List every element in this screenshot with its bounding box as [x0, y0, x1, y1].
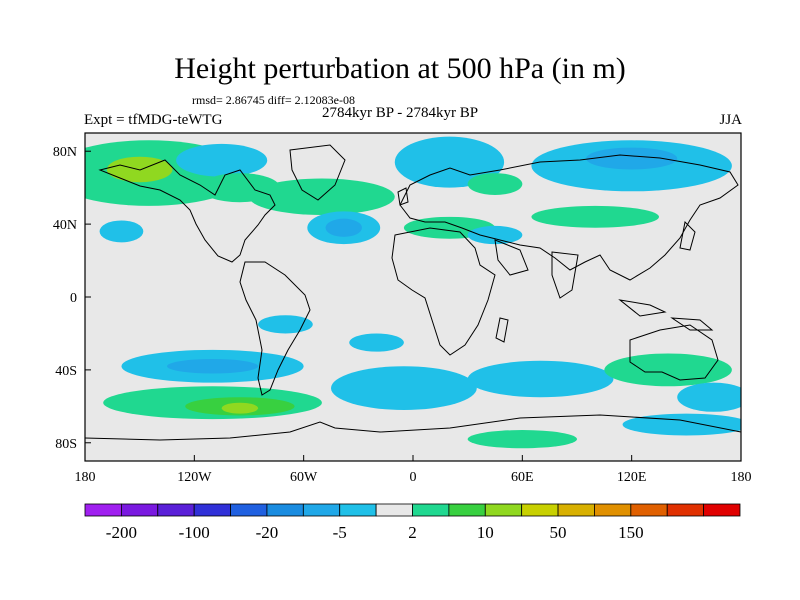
coastline-arabia	[494, 239, 529, 276]
colorbar-label-7: 150	[618, 523, 644, 542]
season-label: JJA	[719, 112, 742, 128]
coastline-uk	[397, 187, 409, 206]
contour-region-n-pacific-blue	[99, 220, 144, 243]
colorbar-box-1	[120, 503, 159, 517]
contour-region-s-indian-blue	[467, 360, 614, 398]
colorbar-box-11	[484, 503, 523, 517]
x-tick-label-2: 60W	[290, 470, 318, 485]
contour-region-arctic-low-1	[176, 143, 268, 177]
coastline-south-america	[239, 261, 311, 396]
contour-region-mideast-blue	[467, 225, 523, 245]
y-tick-label-3: 40S	[55, 364, 77, 379]
colorbar-box-0	[84, 503, 122, 517]
colorbar-label-4: 2	[408, 523, 417, 542]
experiment-label: Expt = tfMDG-teWTG	[84, 112, 223, 128]
colorbar-label-6: 50	[550, 523, 567, 542]
coastline-japan	[679, 220, 696, 251]
x-tick-label-3: 0	[410, 470, 417, 485]
colorbar-label-2: -20	[256, 523, 279, 542]
coastline-eurasia	[399, 154, 739, 281]
x-tick-label-4: 60E	[511, 470, 534, 485]
y-tick-label-1: 40N	[53, 218, 77, 233]
y-tick-label-2: 0	[70, 291, 77, 306]
colorbar-box-7	[339, 503, 377, 517]
contour-region-sw-pacific-blue	[677, 382, 741, 412]
stats-text: rmsd= 2.86745 diff= 2.12083e-08	[192, 93, 355, 107]
colorbar-label-1: -100	[179, 523, 210, 542]
contour-region-europe-green	[467, 173, 523, 195]
colorbar-box-15	[630, 503, 668, 517]
plot-title: Height perturbation at 500 hPa (in m)	[174, 52, 626, 85]
contour-region-siberia-core	[586, 147, 678, 170]
contour-region-australia-green	[604, 353, 732, 387]
contour-region-asia-green	[531, 205, 659, 228]
contour-region-s-pacific-blue-core	[167, 358, 259, 374]
colorbar-box-9	[412, 503, 450, 517]
colorbar-box-13	[557, 503, 595, 517]
x-tick-label-5: 120E	[617, 470, 647, 485]
coastline-greenland	[289, 144, 346, 201]
contour-region-se-pacific-blue	[258, 315, 313, 334]
coastline-india	[551, 251, 579, 299]
x-tick-label-6: 180	[731, 470, 752, 485]
colorbar-box-3	[193, 503, 231, 517]
colorbar-box-12	[521, 503, 559, 517]
colorbar-box-14	[594, 503, 632, 517]
colorbar-box-2	[157, 503, 195, 517]
y-tick-label-0: 80N	[53, 145, 77, 160]
contour-region-antarctic-green	[467, 430, 577, 449]
y-tick-label-4: 80S	[55, 437, 77, 452]
colorbar-box-17	[703, 503, 741, 517]
coastline-north-america	[98, 159, 276, 263]
x-tick-label-1: 120W	[177, 470, 212, 485]
coastline-africa	[391, 227, 496, 356]
coastline-madagascar	[495, 317, 509, 343]
contour-region-arctic-blue-eurasia	[394, 136, 505, 188]
contour-region-n-atlantic-blue-core	[325, 218, 362, 237]
colorbar-box-6	[302, 503, 341, 517]
colorbar-label-5: 10	[477, 523, 494, 542]
period-label: 2784kyr BP - 2784kyr BP	[322, 105, 479, 121]
x-tick-label-0: 180	[75, 470, 96, 485]
coastline-antarctica	[85, 414, 741, 441]
colorbar-box-8	[375, 503, 413, 517]
colorbar-box-5	[266, 503, 304, 517]
colorbar-box-16	[666, 503, 705, 517]
colorbar-label-3: -5	[333, 523, 347, 542]
contour-region-s-pacific-yellow	[221, 402, 259, 414]
contour-region-s-atlantic-blue	[331, 366, 477, 410]
colorbar-box-4	[230, 503, 268, 517]
coastline-australia	[629, 324, 719, 381]
colorbar-label-0: -200	[106, 523, 137, 542]
colorbar-box-10	[448, 503, 486, 517]
contour-region-tropics-blue	[349, 333, 404, 352]
contour-region-antarctic-blue	[622, 413, 741, 436]
